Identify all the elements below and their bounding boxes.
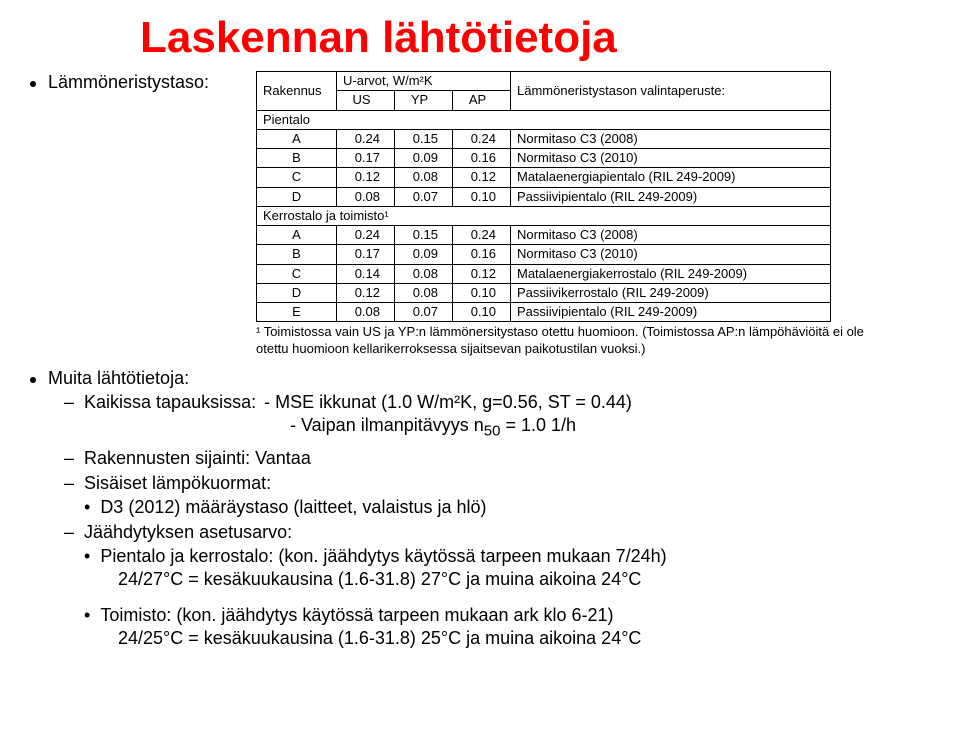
- dash-icon: –: [64, 472, 74, 495]
- th-us: US: [337, 91, 395, 110]
- line-d3: D3 (2012) määräystaso (laitteet, valaist…: [100, 496, 486, 519]
- table-row: A 0.24 0.15 0.24 Normitaso C3 (2008): [257, 129, 831, 148]
- line-jaahdytys: Jäähdytyksen asetusarvo:: [84, 521, 292, 544]
- table-row: A 0.24 0.15 0.24 Normitaso C3 (2008): [257, 226, 831, 245]
- sub-50: 50: [484, 422, 501, 439]
- table-row: B 0.17 0.09 0.16 Normitaso C3 (2010): [257, 245, 831, 264]
- th-peruste: Lämmöneristystason valintaperuste:: [511, 72, 831, 111]
- line-2427: 24/27°C = kesäkuukausina (1.6-31.8) 27°C…: [118, 569, 641, 589]
- line-vaipan: - Vaipan ilmanpitävyys n: [290, 415, 484, 435]
- table-row: C 0.12 0.08 0.12 Matalaenergiapientalo (…: [257, 168, 831, 187]
- bullet-icon: [30, 81, 36, 87]
- th-uarvot: U-arvot, W/m²K: [337, 72, 511, 91]
- bullet-icon: •: [84, 604, 90, 627]
- u-values-table: Rakennus U-arvot, W/m²K Lämmöneristystas…: [256, 71, 896, 357]
- line-2425: 24/25°C = kesäkuukausina (1.6-31.8) 25°C…: [118, 628, 641, 648]
- th-rakennus: Rakennus: [257, 72, 337, 111]
- line-toimisto: Toimisto: (kon. jäähdytys käytössä tarpe…: [100, 604, 613, 627]
- dash-icon: –: [64, 521, 74, 544]
- group-pientalo: Pientalo: [257, 110, 831, 129]
- table-row: B 0.17 0.09 0.16 Normitaso C3 (2010): [257, 149, 831, 168]
- line-vaipan2: = 1.0 1/h: [500, 415, 576, 435]
- bullet-icon: •: [84, 545, 90, 568]
- group-kerrostalo: Kerrostalo ja toimisto¹: [257, 206, 831, 225]
- table-row: E 0.08 0.07 0.10 Passiivipientalo (RIL 2…: [257, 303, 831, 322]
- th-yp: YP: [395, 91, 453, 110]
- line-mse: - MSE ikkunat (1.0 W/m²K, g=0.56, ST = 0…: [264, 391, 632, 414]
- bullet-icon: •: [84, 496, 90, 519]
- table-row: D 0.08 0.07 0.10 Passiivipientalo (RIL 2…: [257, 187, 831, 206]
- th-ap: AP: [453, 91, 511, 110]
- line-pientalo: Pientalo ja kerrostalo: (kon. jäähdytys …: [100, 545, 666, 568]
- section1-label: Lämmöneristystaso:: [48, 71, 209, 94]
- dash-icon: –: [64, 391, 74, 414]
- table-footnote: ¹ Toimistossa vain US ja YP:n lämmönersi…: [256, 324, 896, 357]
- line-lampokuormat: Sisäiset lämpökuormat:: [84, 472, 271, 495]
- line-sijainti: Rakennusten sijainti: Vantaa: [84, 447, 311, 470]
- line-kaikissa: Kaikissa tapauksissa:: [84, 391, 256, 414]
- table-row: C 0.14 0.08 0.12 Matalaenergiakerrostalo…: [257, 264, 831, 283]
- dash-icon: –: [64, 447, 74, 470]
- bullet-icon: [30, 377, 36, 383]
- section2-label: Muita lähtötietoja:: [48, 367, 189, 390]
- table-row: D 0.12 0.08 0.10 Passiivikerrostalo (RIL…: [257, 283, 831, 302]
- page-title: Laskennan lähtötietoja: [140, 10, 930, 65]
